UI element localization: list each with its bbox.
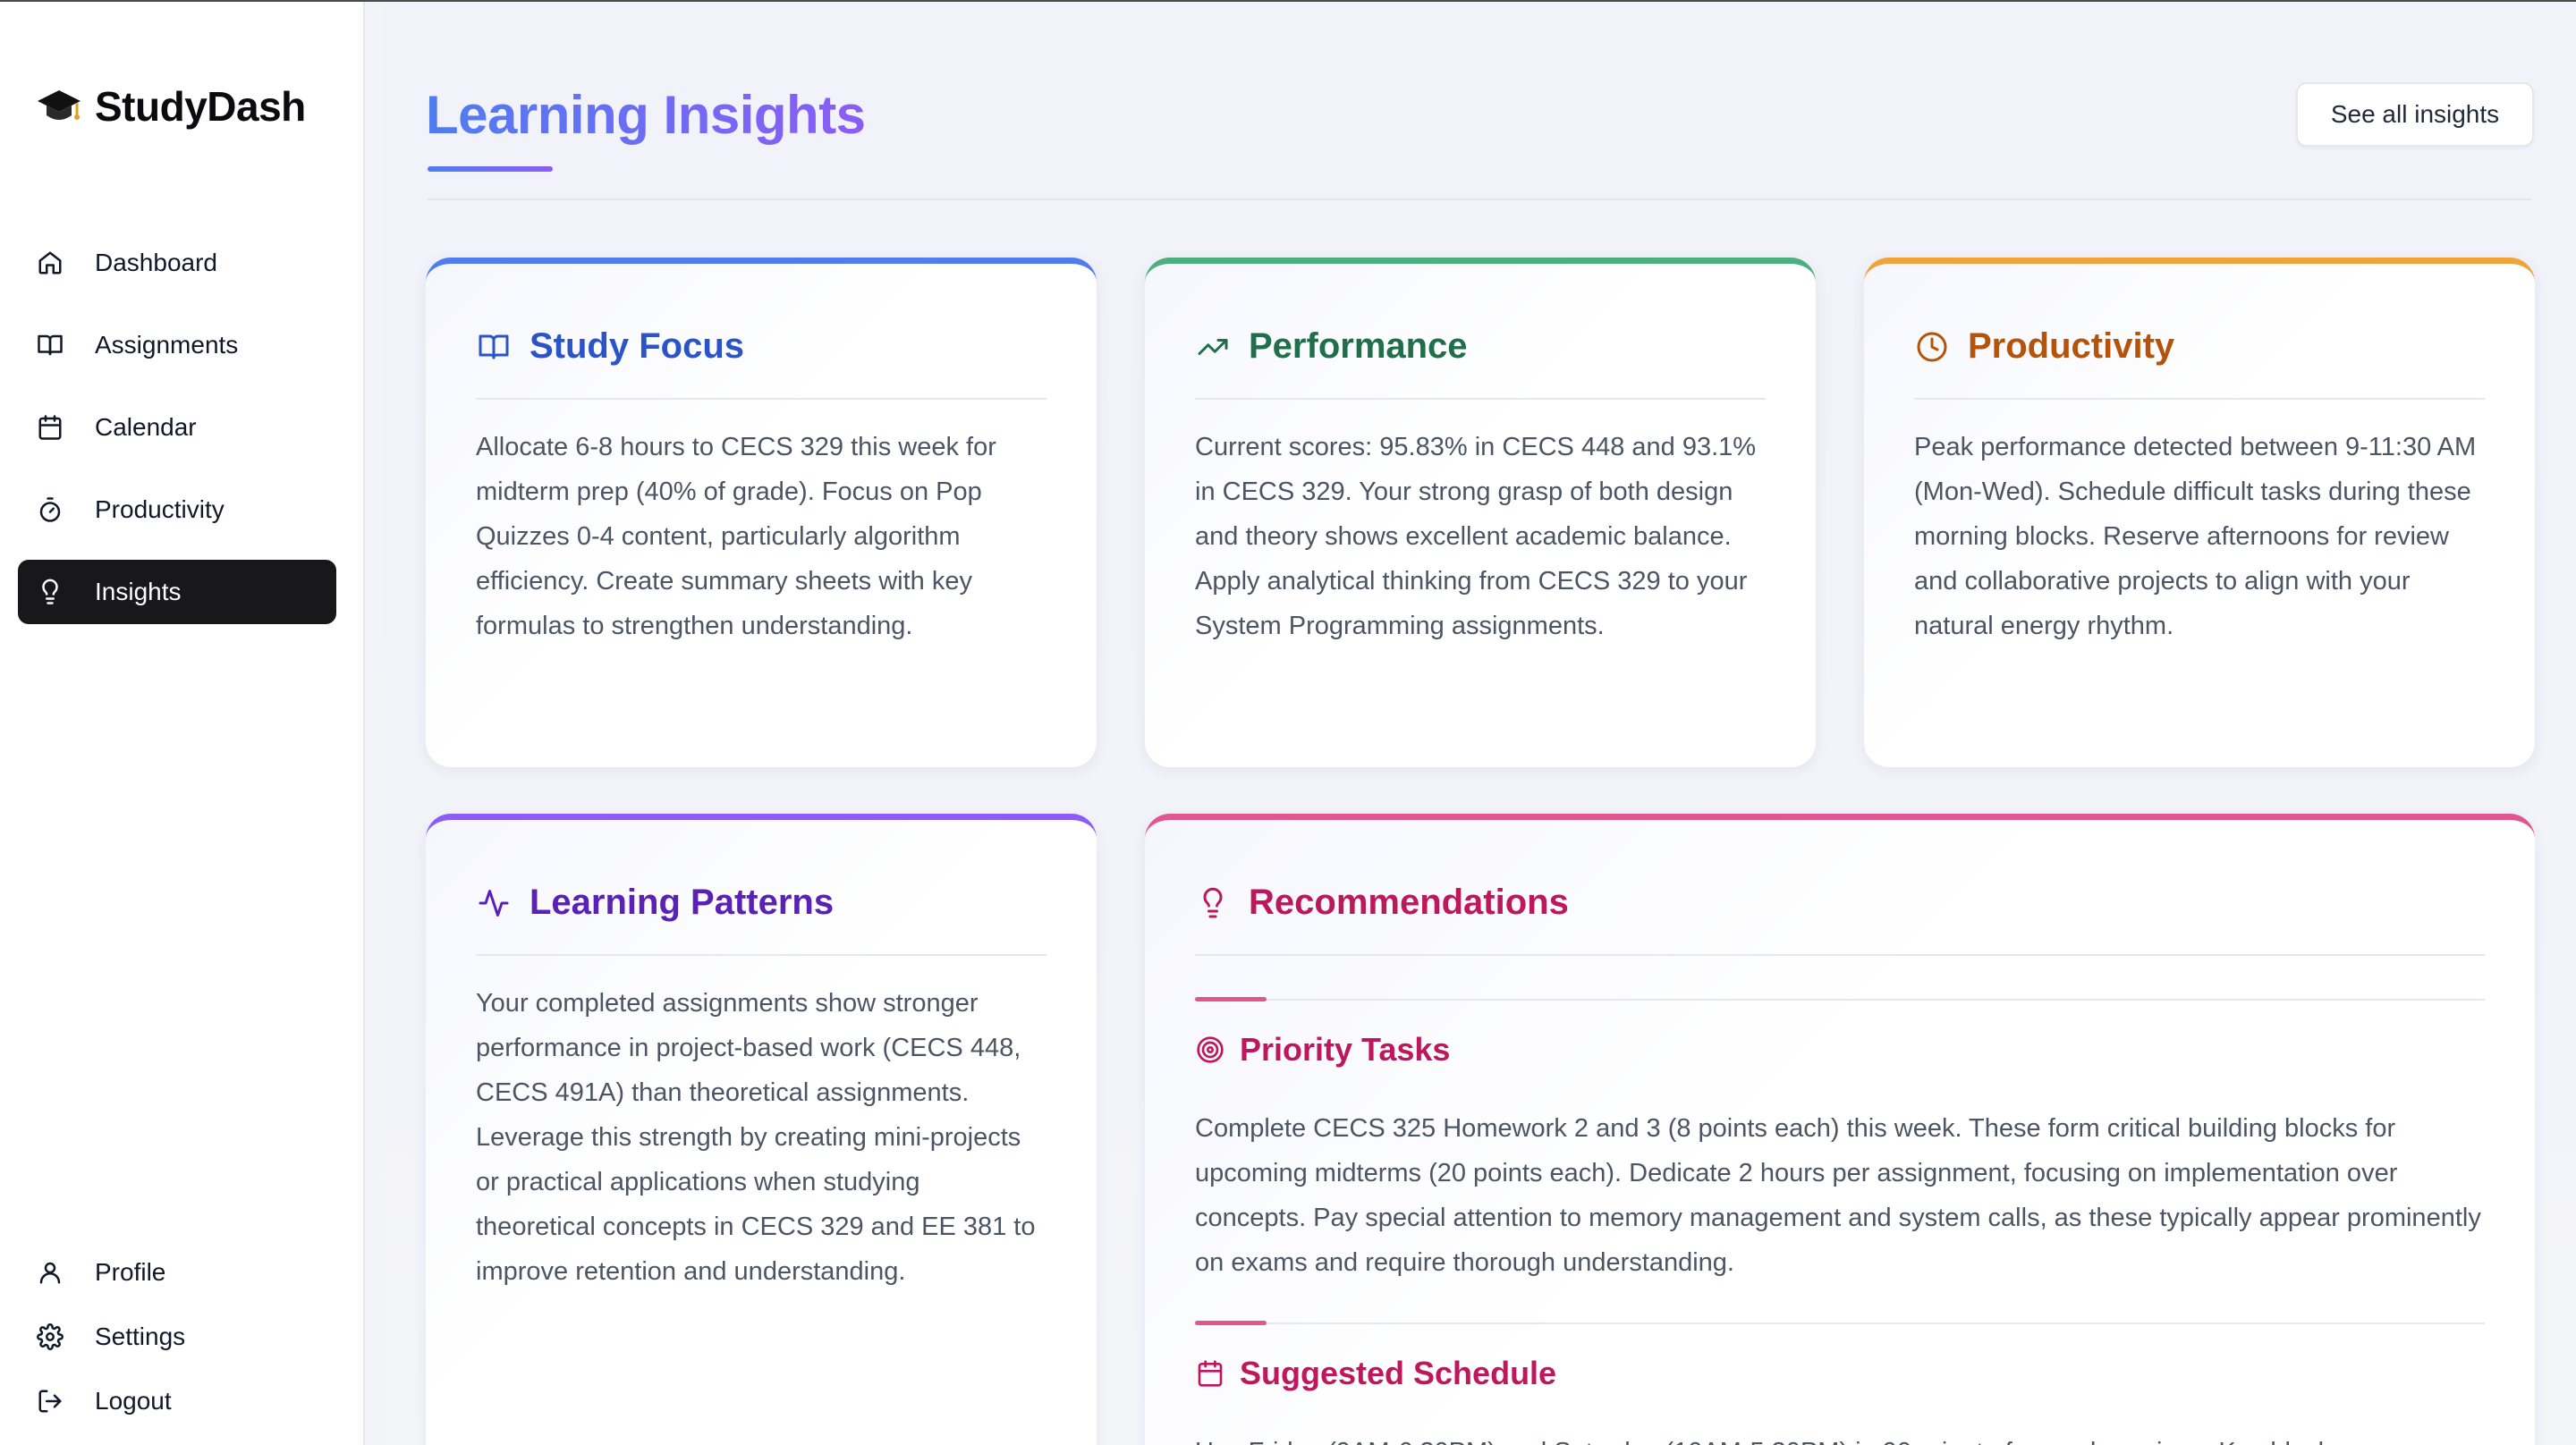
performance-card: Performance Current scores: 95.83% in CE… bbox=[1145, 258, 1816, 767]
nav-item-label: Settings bbox=[95, 1322, 186, 1350]
card-title: Performance bbox=[1249, 326, 1468, 366]
recommendations-card: Recommendations Priority Tasks Complete … bbox=[1145, 814, 2535, 1445]
section-title: Priority Tasks bbox=[1240, 1031, 1451, 1068]
nav-item-productivity[interactable]: Productivity bbox=[18, 477, 336, 542]
learning-patterns-card: Learning Patterns Your completed assignm… bbox=[426, 814, 1097, 1445]
user-icon bbox=[36, 1258, 64, 1287]
section-title: Suggested Schedule bbox=[1240, 1355, 1557, 1391]
sidebar: StudyDash Dashboard Assignments Calendar… bbox=[0, 2, 365, 1445]
nav-item-label: Logout bbox=[95, 1387, 172, 1415]
nav-item-label: Dashboard bbox=[95, 249, 217, 276]
study-focus-card: Study Focus Allocate 6-8 hours to CECS 3… bbox=[426, 258, 1097, 767]
nav-item-label: Assignments bbox=[95, 331, 239, 359]
logout-icon bbox=[36, 1387, 64, 1415]
section-body: Complete CECS 325 Homework 2 and 3 (8 po… bbox=[1195, 1114, 2481, 1277]
trending-up-icon bbox=[1195, 329, 1231, 365]
card-body: Current scores: 95.83% in CECS 448 and 9… bbox=[1195, 433, 1757, 640]
home-icon bbox=[36, 249, 64, 277]
brand[interactable]: StudyDash bbox=[36, 82, 306, 131]
calendar-icon bbox=[36, 413, 64, 442]
card-divider bbox=[1195, 398, 1766, 400]
card-title: Recommendations bbox=[1249, 883, 1569, 922]
activity-icon bbox=[476, 885, 512, 921]
timer-icon bbox=[36, 495, 64, 524]
card-divider bbox=[476, 954, 1046, 956]
section-divider bbox=[1195, 1322, 2485, 1324]
card-body: Allocate 6-8 hours to CECS 329 this week… bbox=[476, 433, 996, 640]
calendar-icon bbox=[1195, 1358, 1225, 1389]
nav-item-label: Profile bbox=[95, 1258, 166, 1286]
card-divider bbox=[1195, 954, 2485, 956]
see-all-insights-button[interactable]: See all insights bbox=[2296, 82, 2534, 147]
title-underline bbox=[428, 166, 553, 172]
card-divider bbox=[1914, 398, 2485, 400]
card-title: Study Focus bbox=[530, 326, 745, 366]
target-icon bbox=[1195, 1035, 1225, 1065]
productivity-card: Productivity Peak performance detected b… bbox=[1864, 258, 2535, 767]
nav-item-insights[interactable]: Insights bbox=[18, 560, 336, 624]
card-divider bbox=[476, 398, 1046, 400]
clock-icon bbox=[1914, 329, 1950, 365]
nav-item-profile[interactable]: Profile bbox=[18, 1245, 336, 1300]
window-top-border bbox=[0, 0, 2576, 2]
gear-icon bbox=[36, 1322, 64, 1351]
section-body: Use Friday (9AM-6:30PM) and Saturday (10… bbox=[1195, 1430, 2485, 1445]
graduation-cap-icon bbox=[36, 83, 82, 130]
brand-name: StudyDash bbox=[95, 83, 306, 130]
page-title: Learning Insights bbox=[426, 85, 866, 145]
main-nav: Dashboard Assignments Calendar Productiv… bbox=[18, 231, 336, 642]
nav-item-settings[interactable]: Settings bbox=[18, 1309, 336, 1365]
secondary-nav: Profile Settings Logout bbox=[18, 1245, 336, 1438]
card-body: Peak performance detected between 9-11:3… bbox=[1914, 433, 2477, 640]
book-open-icon bbox=[476, 329, 512, 365]
main-content: Learning Insights See all insights Study… bbox=[385, 2, 2576, 1445]
lightbulb-icon bbox=[36, 578, 64, 606]
book-open-icon bbox=[36, 331, 64, 359]
nav-item-label: Insights bbox=[95, 578, 182, 605]
lightbulb-icon bbox=[1195, 885, 1231, 921]
nav-item-logout[interactable]: Logout bbox=[18, 1373, 336, 1429]
nav-item-label: Calendar bbox=[95, 413, 197, 441]
nav-item-assignments[interactable]: Assignments bbox=[18, 313, 336, 377]
card-title: Productivity bbox=[1968, 326, 2175, 366]
card-title: Learning Patterns bbox=[530, 883, 835, 922]
section-accent bbox=[1195, 997, 1267, 1001]
nav-item-calendar[interactable]: Calendar bbox=[18, 395, 336, 460]
header-divider bbox=[428, 199, 2531, 200]
section-divider bbox=[1195, 999, 2485, 1001]
nav-item-dashboard[interactable]: Dashboard bbox=[18, 231, 336, 295]
nav-item-label: Productivity bbox=[95, 495, 225, 523]
card-body: Your completed assignments show stronger… bbox=[476, 989, 1036, 1286]
section-accent bbox=[1195, 1321, 1267, 1325]
